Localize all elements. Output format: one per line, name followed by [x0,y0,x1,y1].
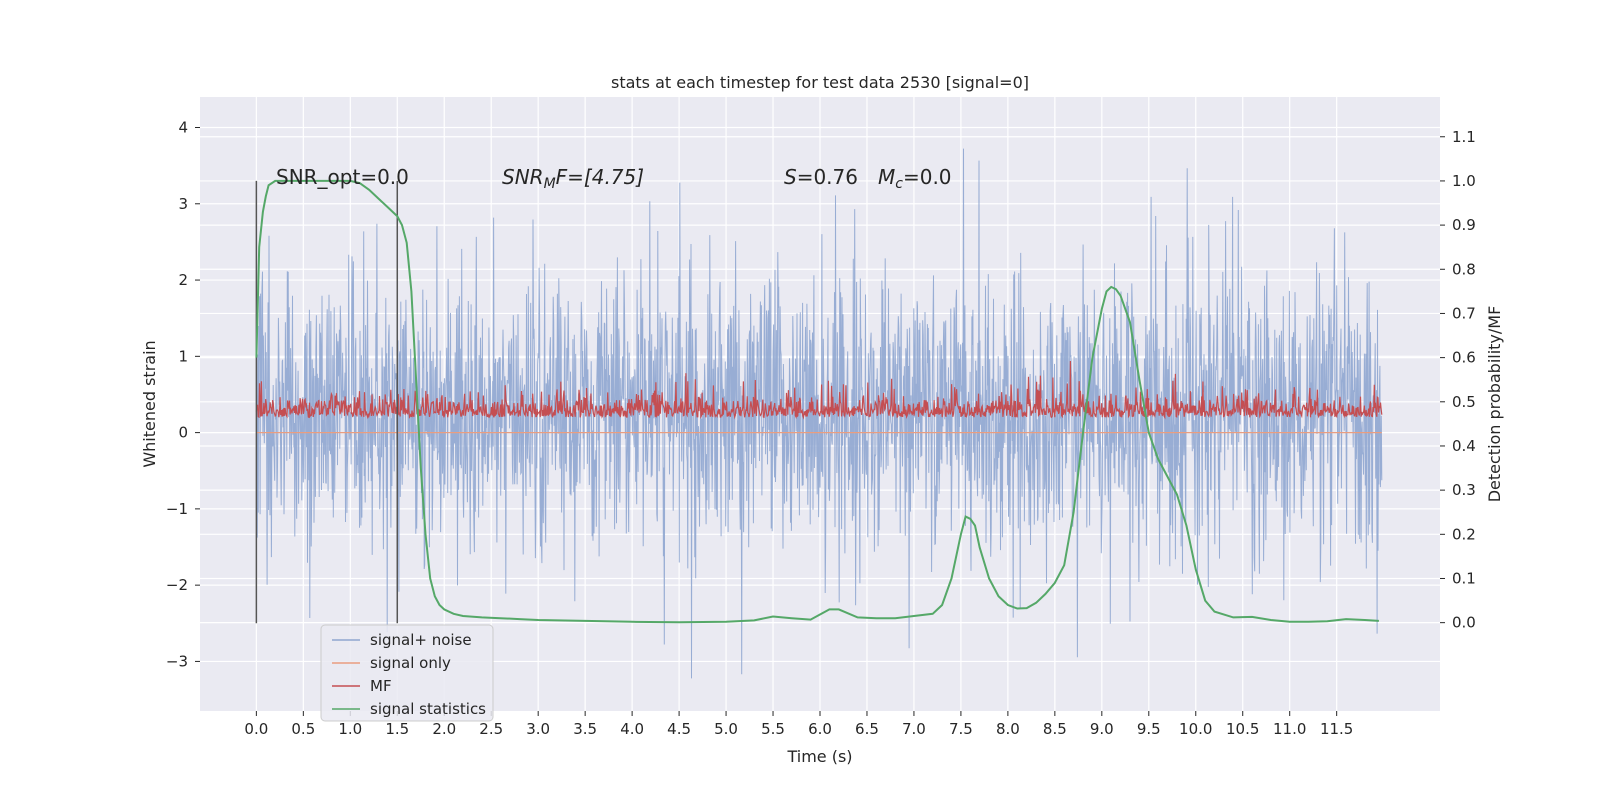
plot-series [255,148,1383,679]
y-tick-label-3: 0 [178,424,188,442]
x-tick-label-10: 5.0 [714,720,738,738]
x-tick-label-22: 11.0 [1273,720,1306,738]
x-axis-label: Time (s) [786,747,852,766]
x-tick-label-13: 6.5 [855,720,879,738]
x-tick-label-5: 2.5 [479,720,503,738]
legend-label-signal-noise: signal+ noise [370,631,472,649]
y-tick-label-1: −2 [166,576,188,594]
legend-frame [320,624,494,722]
annotation-snr-mf: SNRMF=[4.75] [502,165,644,192]
legend-label-signal-statistics: signal statistics [370,700,486,718]
series-mf [255,360,1383,420]
annotation-s-label: S [784,165,797,189]
x-tick-label-7: 3.5 [573,720,597,738]
legend-label-mf: MF [370,677,392,695]
series-signal-statistics [255,179,1379,624]
y-right-axis-label: Detection probability/MF [1485,306,1504,503]
annotation-mc-sub: c [895,176,903,192]
annotation-snr-mf-value: F=[4.75] [556,165,644,189]
yr-tick-label-8: 0.8 [1452,260,1476,278]
x-tick-label-8: 4.0 [620,720,644,738]
x-tick-label-3: 1.5 [385,720,409,738]
x-tick-label-17: 8.5 [1043,720,1067,738]
annotation-snr-opt: SNR_opt=0.0 [276,165,409,189]
x-tick-label-2: 1.0 [338,720,362,738]
yr-tick-label-1: 0.1 [1452,569,1476,587]
yr-tick-label-0: 0.0 [1452,614,1476,632]
yr-tick-label-2: 0.2 [1452,525,1476,543]
x-tick-label-16: 8.0 [996,720,1020,738]
annotation-mc-value: =0.0 [903,165,952,189]
x-tick-label-14: 7.0 [902,720,926,738]
x-tick-label-15: 7.5 [949,720,973,738]
yr-tick-label-5: 0.5 [1452,393,1476,411]
x-tick-label-19: 9.5 [1137,720,1161,738]
annotation-snr-mf-sub: M [544,176,556,192]
annotation-snr-mf-label: SNR [502,165,544,189]
x-tick-label-6: 3.0 [526,720,550,738]
y-tick-label-6: 3 [178,195,188,213]
x-tick-label-12: 6.0 [808,720,832,738]
yr-tick-label-7: 0.7 [1452,304,1476,322]
x-tick-label-21: 10.5 [1226,720,1259,738]
x-tick-label-9: 4.5 [667,720,691,738]
x-tick-label-4: 2.0 [432,720,456,738]
x-tick-label-1: 0.5 [291,720,315,738]
y-tick-label-7: 4 [178,119,188,137]
y-tick-label-0: −3 [166,652,188,670]
annotation-s: S=0.76 [784,165,858,189]
y-right-axis-ticks: 0.0 0.1 0.2 0.3 0.4 0.5 0.6 0.7 0.8 0.9 1.0 1.1 [1440,128,1476,632]
annotation-mc-label: M [878,165,895,189]
y-tick-label-2: −1 [166,500,188,518]
x-axis-ticks: 0.0 0.5 1.0 1.5 2.0 2.5 3.0 3.5 4.0 4.5 5.0 5.5 6.0 6… [244,711,1353,738]
yr-tick-label-10: 1.0 [1452,172,1476,190]
yr-tick-label-9: 0.9 [1452,216,1476,234]
x-tick-label-20: 10.0 [1179,720,1212,738]
annotation-mc: Mc=0.0 [878,165,952,192]
y-tick-label-5: 2 [178,271,188,289]
yr-tick-label-4: 0.4 [1452,437,1476,455]
x-tick-label-11: 5.5 [761,720,785,738]
y-axis-label: Whitened strain [140,340,159,467]
yr-tick-label-3: 0.3 [1452,481,1476,499]
legend-label-signal-only: signal only [370,654,451,672]
y-axis-ticks: −3 −2 −1 0 1 2 3 4 [166,119,200,670]
legend: signal+ noise signal only MF signal stat… [320,624,494,722]
series-signal-noise [255,148,1383,679]
y-tick-label-4: 1 [178,347,188,365]
yr-tick-label-6: 0.6 [1452,349,1476,367]
x-tick-label-18: 9.0 [1090,720,1114,738]
chart-title: stats at each timestep for test data 253… [611,73,1029,92]
yr-tick-label-11: 1.1 [1452,128,1476,146]
annotation-s-value: =0.76 [797,165,858,189]
x-tick-label-0: 0.0 [244,720,268,738]
x-tick-label-23: 11.5 [1320,720,1353,738]
